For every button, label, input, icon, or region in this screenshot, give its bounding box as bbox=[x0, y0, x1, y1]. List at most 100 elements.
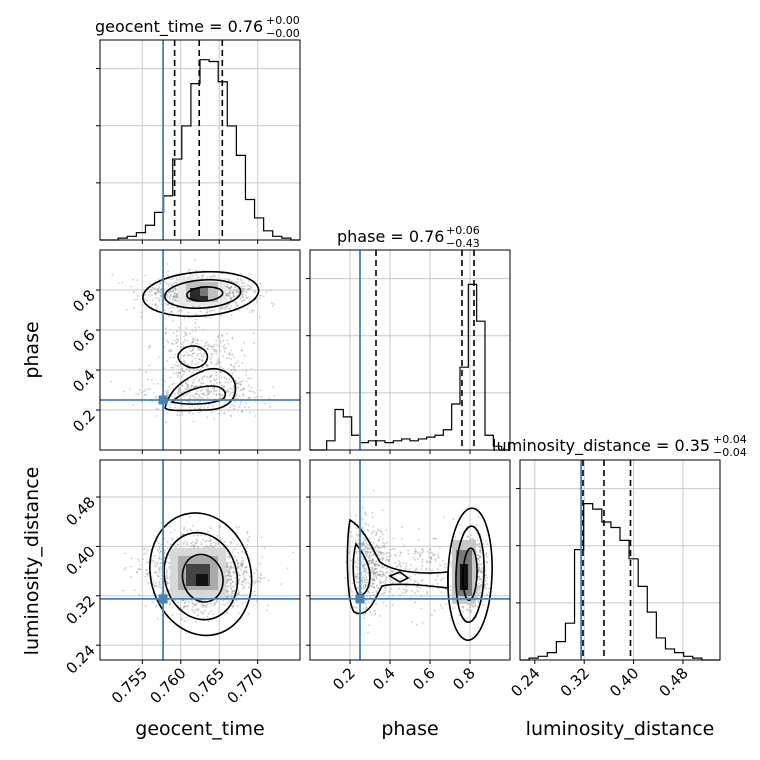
y-tick-label-phase: 0.8 bbox=[69, 286, 99, 316]
scatter-point bbox=[175, 297, 178, 299]
scatter-point bbox=[174, 353, 176, 356]
scatter-point bbox=[271, 305, 274, 307]
scatter-point bbox=[479, 586, 481, 589]
scatter-point bbox=[191, 602, 194, 605]
scatter-point bbox=[240, 594, 243, 597]
scatter-point bbox=[183, 605, 186, 607]
scatter-point bbox=[226, 565, 228, 568]
scatter-point bbox=[240, 279, 243, 282]
scatter-point bbox=[141, 304, 144, 307]
scatter-point bbox=[433, 554, 436, 557]
scatter-point bbox=[402, 562, 405, 564]
scatter-point bbox=[441, 577, 444, 580]
scatter-point bbox=[202, 603, 205, 606]
scatter-point bbox=[379, 553, 382, 556]
scatter-point bbox=[159, 550, 162, 553]
scatter-point bbox=[224, 400, 227, 403]
scatter-point bbox=[214, 602, 216, 605]
scatter-point bbox=[175, 292, 177, 295]
scatter-point bbox=[169, 531, 172, 534]
scatter-point bbox=[157, 585, 160, 588]
scatter-point bbox=[372, 570, 375, 573]
scatter-point bbox=[175, 293, 177, 296]
scatter-point bbox=[479, 549, 482, 552]
scatter-point bbox=[388, 590, 391, 593]
scatter-point bbox=[365, 568, 368, 571]
scatter-point bbox=[248, 274, 251, 276]
scatter-point bbox=[213, 383, 215, 386]
scatter-point bbox=[367, 571, 370, 574]
scatter-point bbox=[380, 570, 383, 573]
scatter-point bbox=[242, 559, 245, 562]
scatter-point bbox=[200, 611, 203, 613]
scatter-point bbox=[419, 555, 422, 558]
scatter-point bbox=[395, 566, 398, 568]
scatter-point bbox=[226, 283, 229, 286]
scatter-point bbox=[196, 339, 199, 342]
scatter-point bbox=[382, 552, 385, 554]
scatter-point bbox=[177, 390, 180, 392]
scatter-point bbox=[236, 282, 238, 285]
scatter-point bbox=[174, 288, 177, 291]
scatter-point bbox=[452, 518, 455, 520]
scatter-point bbox=[219, 397, 222, 400]
scatter-point bbox=[167, 270, 170, 273]
scatter-point bbox=[205, 388, 208, 391]
scatter-point bbox=[193, 545, 196, 548]
scatter-point bbox=[351, 590, 353, 593]
scatter-point bbox=[156, 562, 159, 565]
scatter-point bbox=[230, 280, 233, 283]
scatter-point bbox=[478, 560, 481, 562]
scatter-point bbox=[416, 586, 419, 588]
scatter-point bbox=[228, 279, 231, 282]
scatter-point bbox=[194, 339, 196, 342]
scatter-point bbox=[223, 603, 226, 606]
scatter-point bbox=[181, 343, 183, 345]
scatter-point bbox=[140, 563, 142, 566]
scatter-point bbox=[243, 281, 245, 284]
scatter-point bbox=[399, 551, 402, 554]
scatter-point bbox=[208, 540, 210, 542]
scatter-point bbox=[213, 378, 216, 381]
scatter-point bbox=[477, 575, 480, 578]
scatter-point bbox=[428, 556, 431, 559]
scatter-point bbox=[362, 576, 365, 579]
scatter-point bbox=[228, 303, 230, 306]
scatter-point bbox=[365, 607, 368, 609]
scatter-point bbox=[205, 363, 207, 366]
scatter-point bbox=[232, 386, 235, 389]
scatter-point bbox=[229, 582, 232, 585]
scatter-point bbox=[248, 575, 251, 578]
scatter-point bbox=[171, 538, 174, 541]
scatter-point bbox=[485, 576, 488, 579]
scatter-point bbox=[373, 568, 376, 571]
scatter-point bbox=[486, 543, 489, 546]
scatter-point bbox=[251, 311, 254, 313]
scatter-point bbox=[412, 556, 415, 559]
scatter-point bbox=[229, 290, 232, 293]
scatter-point bbox=[219, 349, 222, 352]
scatter-point bbox=[155, 584, 158, 587]
scatter-point bbox=[186, 529, 189, 532]
scatter-point bbox=[385, 558, 388, 561]
scatter-point bbox=[193, 385, 196, 388]
scatter-point bbox=[229, 353, 231, 356]
scatter-point bbox=[373, 564, 376, 567]
scatter-point bbox=[199, 401, 201, 403]
scatter-point bbox=[169, 350, 172, 353]
scatter-point bbox=[371, 567, 374, 570]
panel-frame bbox=[99, 459, 301, 661]
scatter-point bbox=[170, 601, 172, 604]
scatter-point bbox=[362, 566, 365, 569]
scatter-point bbox=[364, 585, 367, 587]
scatter-point bbox=[176, 543, 179, 546]
scatter-point bbox=[480, 581, 483, 583]
scatter-point bbox=[187, 353, 190, 356]
scatter-point bbox=[365, 523, 368, 526]
scatter-point bbox=[191, 601, 194, 604]
scatter-point bbox=[215, 382, 218, 384]
scatter-point bbox=[245, 566, 248, 569]
scatter-point bbox=[226, 578, 229, 581]
scatter-point bbox=[376, 577, 378, 580]
scatter-point bbox=[270, 302, 273, 304]
